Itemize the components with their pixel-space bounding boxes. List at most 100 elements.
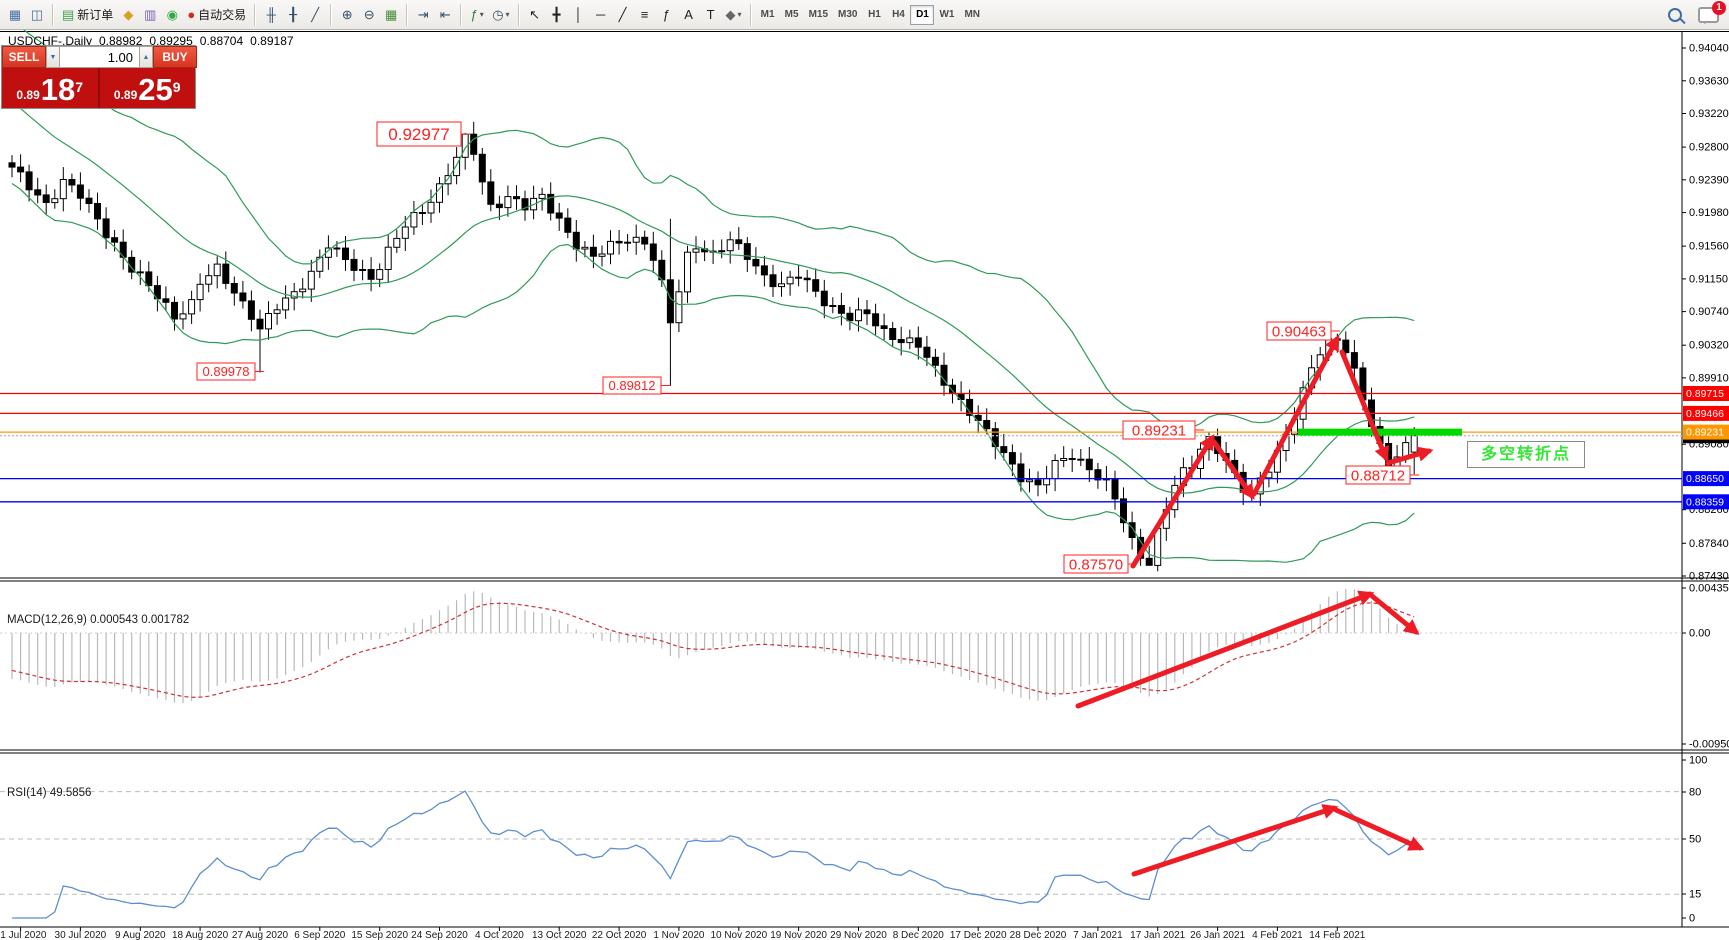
svg-text:0.89231: 0.89231: [1132, 422, 1186, 439]
svg-text:15: 15: [1689, 889, 1701, 901]
trendline-icon: ╱: [618, 7, 627, 22]
volume-increase-button[interactable]: ▲: [139, 46, 153, 68]
svg-text:100: 100: [1689, 755, 1707, 767]
notification-badge: 1: [1712, 1, 1726, 15]
symbol-info: USDCHF-,Daily 0.88982 0.89295 0.88704 0.8918…: [8, 34, 301, 48]
macd-histogram: [11, 588, 1415, 703]
periods-icon: ◷: [492, 7, 504, 22]
buy-button[interactable]: BUY: [153, 46, 197, 68]
equidistant-channel-button[interactable]: ≡: [634, 4, 656, 26]
chart-canvas[interactable]: 0.92977 0.89978 0.89812 0.89231 0.90463 0.887…: [0, 30, 1729, 940]
svg-text:18 Aug 2020: 18 Aug 2020: [172, 930, 229, 940]
zoom-out-button[interactable]: ⊖: [358, 4, 380, 26]
profiles-icon: ◫: [30, 7, 44, 22]
signals-icon: ◉: [166, 7, 178, 22]
crosshair-button[interactable]: ╋: [546, 4, 568, 26]
svg-text:4 Oct 2020: 4 Oct 2020: [475, 930, 524, 940]
toolbar-right: 1: [1668, 0, 1726, 30]
sell-button[interactable]: SELL: [2, 46, 46, 68]
timeframe-mn-button[interactable]: MN: [959, 5, 985, 25]
svg-text:0.89715: 0.89715: [1686, 388, 1724, 400]
fibonacci-button[interactable]: ƒ: [656, 4, 678, 26]
tile-windows-button[interactable]: ▦: [380, 4, 402, 26]
timeframe-d1-button[interactable]: D1: [910, 4, 935, 25]
cursor-button[interactable]: ↖: [524, 4, 546, 26]
timeframe-w1-button[interactable]: W1: [934, 5, 959, 25]
rsi-trend-arrows[interactable]: [1131, 804, 1425, 877]
timeframe-h1-button[interactable]: H1: [862, 5, 886, 25]
buy-price-sup: 9: [172, 79, 181, 95]
chart-shift-button[interactable]: ⇤: [434, 4, 456, 26]
toolbar: ▦ ◫ ▤ 新订单 ◆ ▥ ◉ ● 自动交易 ╫ ╂ ╱ ⊕ ⊖ ▦ ⇥ ⇤ ƒ ▾ ◷ ▾ ↖ ╋ │ ─ ╱ ≡ ƒ A T ◆ ▾ M1 M…: [0, 0, 1729, 30]
svg-text:8 Dec 2020: 8 Dec 2020: [893, 930, 945, 940]
signals-button[interactable]: ◉: [161, 4, 183, 26]
svg-text:7 Jan 2021: 7 Jan 2021: [1073, 930, 1123, 940]
candlestick-button[interactable]: ╂: [282, 4, 304, 26]
vertical-line-button[interactable]: │: [568, 4, 590, 26]
svg-text:30 Jul 2020: 30 Jul 2020: [55, 930, 107, 940]
timeframe-h4-button[interactable]: H4: [886, 5, 910, 25]
zoom-in-button[interactable]: ⊕: [336, 4, 358, 26]
bar-chart-button[interactable]: ╫: [260, 4, 282, 26]
symbol-period-label: USDCHF-,Daily: [8, 34, 92, 48]
horizontal-level-lines[interactable]: [0, 392, 1682, 503]
volume-input[interactable]: [60, 46, 139, 68]
add-indicator-button[interactable]: ƒ ▾: [466, 4, 488, 26]
svg-text:0.89812: 0.89812: [609, 378, 656, 393]
horizontal-line-button[interactable]: ─: [590, 4, 612, 26]
publish-button[interactable]: ▥: [139, 4, 161, 26]
new-order-icon: ▤: [62, 7, 75, 22]
bollinger-bands[interactable]: [11, 30, 1415, 563]
label-icon: T: [706, 7, 715, 22]
rsi-value: 49.5856: [49, 787, 92, 799]
trendline-button[interactable]: ╱: [612, 4, 634, 26]
autotrading-button-label: 自动交易: [198, 8, 247, 22]
timeframe-m15-button[interactable]: M15: [804, 5, 833, 25]
svg-text:0.89910: 0.89910: [1689, 372, 1729, 384]
price-annotation-labels[interactable]: 0.92977 0.89978 0.89812 0.89231 0.90463 0.887…: [196, 121, 1419, 574]
shapes-button[interactable]: ◆ ▾: [722, 4, 746, 26]
ohlc-close: 0.89187: [250, 34, 294, 48]
price-axis[interactable]: 0.94040 0.93630 0.93220 0.92800 0.92390 0.919…: [1682, 43, 1729, 925]
date-axis[interactable]: 21 Jul 2020 30 Jul 2020 9 Aug 2020 18 Aug 2…: [0, 927, 1366, 940]
toolbar-separator: [517, 3, 520, 26]
autotrading-button[interactable]: ● 自动交易: [183, 4, 250, 26]
macd-trend-arrows[interactable]: [1075, 590, 1420, 709]
annotation-note[interactable]: 多空转折点: [1467, 441, 1585, 468]
new-order-button[interactable]: ▤ 新订单: [58, 4, 117, 26]
toolbar-separator: [254, 3, 257, 26]
svg-text:17 Jan 2021: 17 Jan 2021: [1130, 930, 1185, 940]
timeframe-m1-button[interactable]: M1: [756, 5, 780, 25]
timeframe-m5-button[interactable]: M5: [780, 5, 804, 25]
equidistant-channel-icon: ≡: [640, 7, 649, 22]
svg-text:0.93220: 0.93220: [1689, 108, 1729, 120]
profiles-button[interactable]: ◫: [26, 4, 48, 26]
label-button[interactable]: T: [700, 4, 722, 26]
chevron-down-icon: ▾: [479, 10, 484, 19]
notifications-icon[interactable]: 1: [1698, 1, 1726, 24]
svg-text:0.92800: 0.92800: [1689, 142, 1729, 154]
svg-text:0.88650: 0.88650: [1686, 473, 1724, 485]
chart-frame: [0, 31, 1729, 928]
periods-button[interactable]: ◷ ▾: [488, 4, 513, 26]
line-chart-button[interactable]: ╱: [304, 4, 326, 26]
chart-shift-icon: ⇤: [439, 7, 451, 22]
svg-text:17 Dec 2020: 17 Dec 2020: [950, 930, 1007, 940]
sell-price[interactable]: 0.89 18 7: [2, 68, 98, 108]
search-icon[interactable]: [1668, 8, 1682, 22]
auto-scroll-button[interactable]: ⇥: [412, 4, 434, 26]
svg-text:0.89466: 0.89466: [1686, 408, 1724, 420]
timeframe-m30-button[interactable]: M30: [833, 5, 862, 25]
price-trend-arrows[interactable]: [1130, 334, 1434, 569]
new-chart-button[interactable]: ▦: [4, 4, 26, 26]
zoom-out-icon: ⊖: [363, 7, 375, 22]
buy-price[interactable]: 0.89 25 9: [100, 68, 196, 108]
text-button[interactable]: A: [678, 4, 700, 26]
svg-text:22 Oct 2020: 22 Oct 2020: [592, 930, 647, 940]
volume-decrease-button[interactable]: ▼: [46, 46, 60, 68]
text-icon: A: [684, 7, 693, 22]
gold-button[interactable]: ◆: [117, 4, 139, 26]
svg-text:0.88359: 0.88359: [1686, 496, 1724, 508]
sell-price-big: 18: [40, 72, 76, 107]
